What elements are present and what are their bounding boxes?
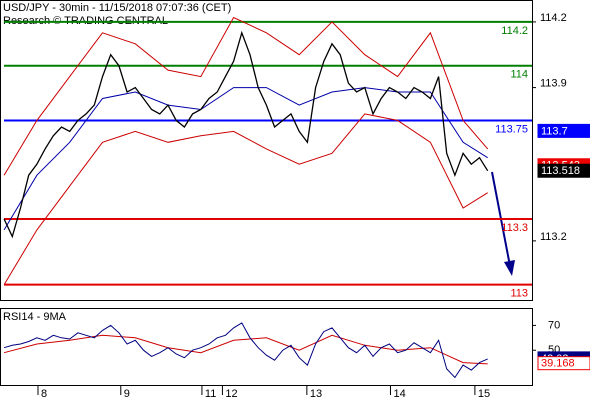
rsi-line <box>3 322 488 379</box>
price-tag <box>537 356 590 371</box>
rsi-signal <box>3 334 488 365</box>
price-tag-label: 39.168 <box>541 358 575 370</box>
price-tag-label: 113.7 <box>541 125 568 137</box>
y-tick-label: 114.2 <box>540 12 567 24</box>
price-tag-label: 113.518 <box>541 165 580 177</box>
chart-title: USD/JPY - 30min - 11/15/2018 07:07:36 (C… <box>3 2 231 14</box>
level-label: 113 <box>510 288 528 300</box>
x-tick-label: 8 <box>41 388 47 400</box>
level-label: 114 <box>510 69 528 81</box>
y-tick-label: 113.9 <box>540 77 567 89</box>
level-label: 114.2 <box>501 25 528 37</box>
price-tag <box>537 163 590 178</box>
rsi-panel <box>0 308 533 386</box>
x-tick-label: 12 <box>225 388 237 400</box>
x-tick-label: 9 <box>124 388 130 400</box>
y-tick-label: 113.2 <box>540 231 567 243</box>
price-tag <box>537 123 590 138</box>
level-label: 113.3 <box>501 222 528 234</box>
level-label: 113.75 <box>495 123 528 135</box>
x-tick-label: 14 <box>393 388 405 400</box>
band-line <box>3 113 488 285</box>
y-tick-label: 70 <box>548 319 560 331</box>
price-line <box>3 30 489 239</box>
x-tick-label: 13 <box>310 388 322 400</box>
x-tick-label: 11 <box>205 388 216 400</box>
band-line <box>3 87 488 231</box>
band-line <box>3 16 489 176</box>
rsi-title: RSI14 - 9MA <box>3 311 67 323</box>
price-panel <box>0 0 533 301</box>
x-tick-label: 15 <box>478 388 490 400</box>
